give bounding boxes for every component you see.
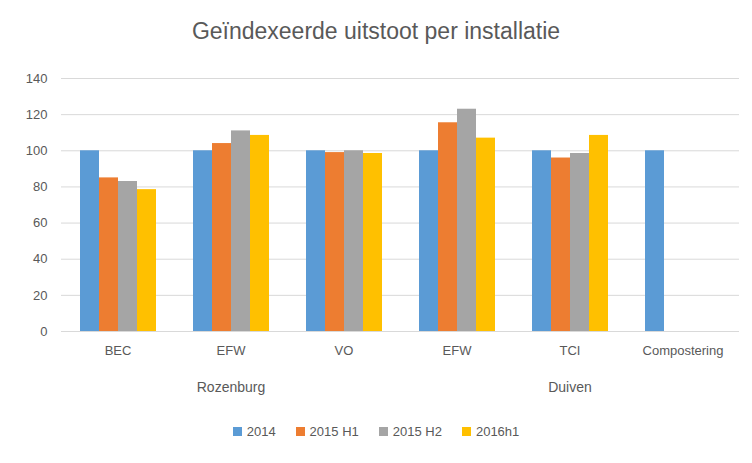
svg-text:80: 80 — [33, 179, 47, 194]
svg-text:140: 140 — [26, 71, 48, 86]
html-text:2015 H1: 2015 H1 — [309, 424, 359, 439]
svg-text:TCI: TCI — [560, 343, 581, 358]
html-text:2015 H2: 2015 H2 — [392, 424, 442, 439]
svg-text:VO: VO — [335, 343, 354, 358]
svg-text:40: 40 — [33, 251, 47, 266]
svg-text:EFW: EFW — [217, 343, 247, 358]
svg-text:Duiven: Duiven — [548, 379, 592, 395]
svg-text:100: 100 — [26, 143, 48, 158]
svg-text:60: 60 — [33, 215, 47, 230]
html-text:2014: 2014 — [246, 424, 276, 439]
svg-text:EFW: EFW — [443, 343, 473, 358]
svg-text:120: 120 — [26, 107, 48, 122]
svg-text:20: 20 — [33, 288, 47, 303]
html-text:2016h1: 2016h1 — [475, 424, 520, 439]
svg-text:Compostering: Compostering — [643, 343, 724, 358]
svg-text:BEC: BEC — [105, 343, 132, 358]
svg-text:0: 0 — [40, 324, 47, 339]
html-text:Geïndexeerde uitstoot per inst: Geïndexeerde uitstoot per installatie — [191, 18, 561, 44]
svg-text:Rozenburg: Rozenburg — [197, 379, 266, 395]
